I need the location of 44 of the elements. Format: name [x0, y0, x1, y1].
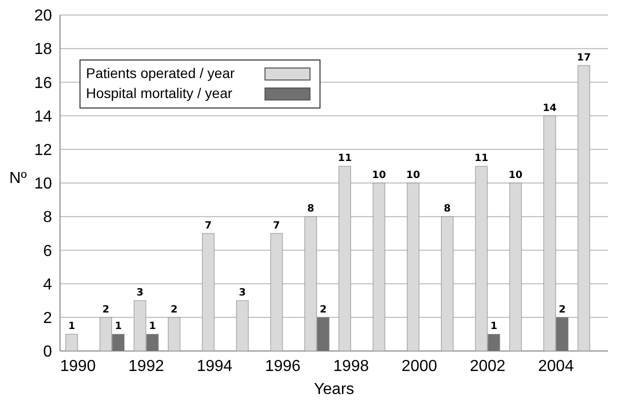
- x-tick-label: 1994: [196, 358, 232, 375]
- data-label: 8: [444, 204, 451, 215]
- data-label: 10: [508, 170, 523, 181]
- data-label: 14: [542, 102, 557, 114]
- data-label: 2: [320, 304, 327, 316]
- data-label: 11: [474, 153, 488, 164]
- x-tick-label: 1996: [264, 358, 301, 375]
- x-tick-label: 2002: [470, 358, 506, 375]
- x-tick-label: 2000: [402, 358, 438, 375]
- x-tick-label: 1998: [333, 358, 369, 375]
- legend-label: Patients operated / year: [86, 65, 235, 81]
- data-label: 11: [338, 153, 352, 164]
- y-tick-label: 18: [34, 41, 52, 58]
- data-label: 10: [406, 170, 420, 181]
- x-tick-label: 1992: [128, 358, 164, 375]
- y-tick-label: 4: [43, 276, 52, 294]
- data-label: 2: [558, 304, 566, 316]
- y-tick-label: 20: [34, 8, 52, 25]
- x-axis-title: Years: [314, 381, 354, 398]
- y-tick-label: 16: [34, 74, 52, 92]
- x-tick-label: 2004: [538, 358, 574, 375]
- data-label: 1: [114, 321, 122, 332]
- data-label: 7: [204, 220, 212, 232]
- data-label: 2: [170, 304, 178, 316]
- y-tick-label: 0: [43, 344, 52, 361]
- y-tick-label: 8: [43, 209, 52, 226]
- y-tick-label: 2: [43, 310, 52, 327]
- y-tick-label: 12: [34, 142, 52, 159]
- y-tick-label: 14: [34, 108, 52, 126]
- data-label: 1: [490, 321, 498, 332]
- y-axis-title: Nº: [9, 170, 27, 187]
- data-label: 1: [148, 321, 156, 332]
- data-label: 3: [238, 288, 246, 299]
- data-label: 3: [136, 288, 144, 299]
- data-label: 2: [102, 304, 110, 316]
- data-label: 8: [307, 204, 314, 215]
- data-label: 17: [576, 52, 591, 64]
- y-tick-label: 6: [43, 242, 52, 260]
- data-label: 7: [273, 220, 280, 232]
- data-label: 10: [372, 170, 386, 181]
- legend-label: Hospital mortality / year: [86, 85, 233, 101]
- x-tick-label: 1990: [60, 358, 96, 375]
- data-label: 1: [68, 321, 76, 332]
- y-tick-label: 10: [34, 176, 52, 193]
